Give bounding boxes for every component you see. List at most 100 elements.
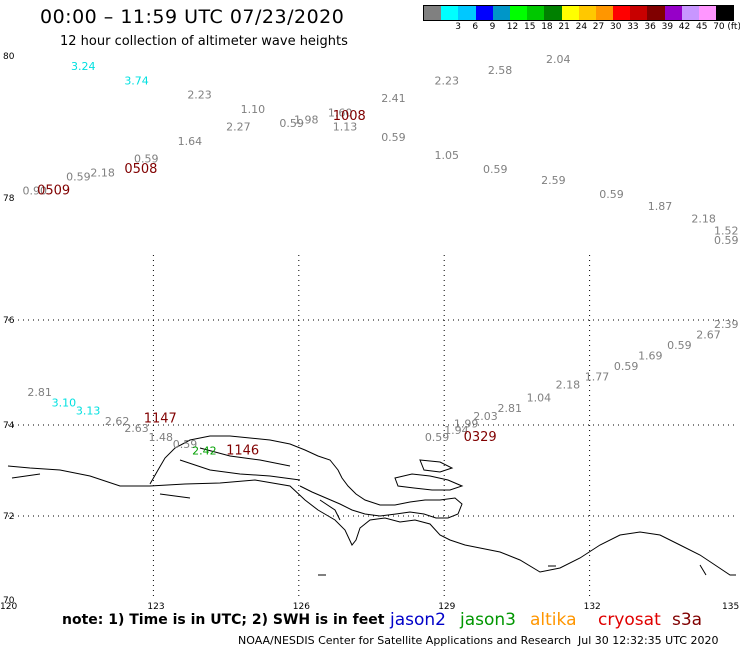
legend-swatch [458,6,476,20]
legend-swatch [716,6,734,20]
pass-time: 0509 [37,183,70,198]
legend-swatch [424,6,442,20]
swh-value: 1.98 [294,113,319,126]
swh-value: 2.58 [488,64,513,77]
pass-time: 1146 [226,444,259,459]
coastline-islands-east [394,459,464,491]
coastline [7,435,736,576]
legend-swatch-label: 15 [524,22,536,32]
legend-swatch [613,6,631,20]
legend-swatch-label: 27 [592,22,605,32]
longitude-tick: 135 [722,602,739,612]
swh-value: 1.04 [527,391,552,404]
legend-swatch [509,6,528,20]
legend-swatch [544,6,562,20]
legend-swatch-label: 9 [489,22,496,32]
latitude-tick: 74 [3,421,15,431]
axis-tick-labels: 120 123 126 129 132 135 80 78 76 74 72 70 [0,52,739,612]
swh-value: 0.59 [425,431,450,444]
legend-swatch [492,6,510,20]
swh-value: 1.94 [444,424,469,437]
map-subtitle: 12 hour collection of altimeter wave hei… [60,34,348,49]
swh-value: 2.18 [90,167,115,180]
swh-value: 2.27 [226,121,251,134]
latitude-tick: 72 [3,512,14,522]
legend-swatch-label: (ft) [727,22,740,32]
legend-swatch [630,6,648,20]
legend-swatch [561,6,579,20]
swh-value: 3.74 [124,74,149,87]
color-scale-labels: 3 6 9 12 15 18 21 24 27 30 33 36 39 42 45 70 (ft) [423,22,740,34]
swh-value: 0.59 [173,438,198,451]
legend-swatch-label: 21 [558,22,570,32]
pass-time: 1008 [333,109,366,124]
legend-swatch-label: 36 [644,22,656,32]
swh-value: 0.59 [66,170,91,183]
swh-value: 1.13 [333,121,358,134]
swh-value: 1.52 [714,225,739,238]
longitude-tick: 126 [293,602,310,612]
swh-value: 2.81 [498,402,522,415]
swh-value: 1.99 [454,417,479,430]
longitude-tick: 132 [584,602,601,612]
coastline-mainland [7,465,736,576]
legend-swatch-label: 12 [506,22,519,32]
swh-value: 1.10 [241,103,266,116]
satellite-s3a: s3a [672,610,703,630]
swh-value: 3.24 [71,60,96,73]
graticule [8,255,735,600]
longitude-tick: 129 [438,602,455,612]
latitude-tick: 78 [3,194,15,204]
latitude-tick: 80 [3,52,15,62]
legend-swatch [441,6,459,20]
legend-swatch [527,6,545,20]
satellite-cryosat: cryosat [598,610,661,630]
swh-value: 2.23 [435,74,460,87]
swh-value: 2.81 [27,386,51,399]
coastline-delta-channels [11,447,707,576]
legend-swatch-label: 6 [472,22,479,32]
swh-value: 0.59 [279,117,304,130]
legend-swatch-label: 45 [696,22,708,32]
legend-swatch [699,6,717,20]
legend-swatch-label: 33 [627,22,639,32]
map-title: 00:00 – 11:59 UTC 07/23/2020 [40,6,345,28]
swh-value: 2.03 [473,410,498,423]
swh-value: 0.90 [23,184,48,197]
legend-swatch-label: 3 [455,22,461,32]
swh-value: 0.59 [483,163,508,176]
legend-swatch [681,6,699,20]
swh-value: 0.59 [134,153,159,166]
legend-swatch-label: 24 [575,22,588,32]
legend-swatch [664,6,682,20]
legend-swatch-label: 18 [541,22,553,32]
latitude-tick: 70 [3,596,15,606]
longitude-tick: 120 [0,602,17,612]
swh-value: 2.39 [714,318,739,331]
swh-value: 2.59 [541,174,566,187]
swh-value: 1.48 [149,431,174,444]
legend-swatch [475,6,493,20]
pass-time: 0508 [124,162,157,177]
swh-value: 2.67 [696,328,721,341]
legend-swatch [595,6,614,20]
swh-value: 3.10 [52,397,76,410]
legend-swatch-label: 30 [610,22,622,32]
swh-value: 3.13 [76,405,101,418]
swh-value: 2.63 [124,422,149,435]
pass-time: 0329 [464,430,497,445]
swh-value: 0.59 [667,339,692,352]
satellite-jason2: jason2 [390,610,446,630]
satellite-jason3: jason3 [460,610,516,630]
swh-value: 1.87 [648,200,673,213]
longitude-tick: 123 [147,602,164,612]
swh-value: 0.59 [599,188,624,201]
swh-value: 2.42 [192,445,217,458]
swh-value: 2.18 [691,212,716,225]
legend-swatch [647,6,665,20]
swh-value: 2.18 [556,378,581,391]
coastline-lena-delta [149,435,463,519]
satellite-altika: altika [530,610,577,630]
